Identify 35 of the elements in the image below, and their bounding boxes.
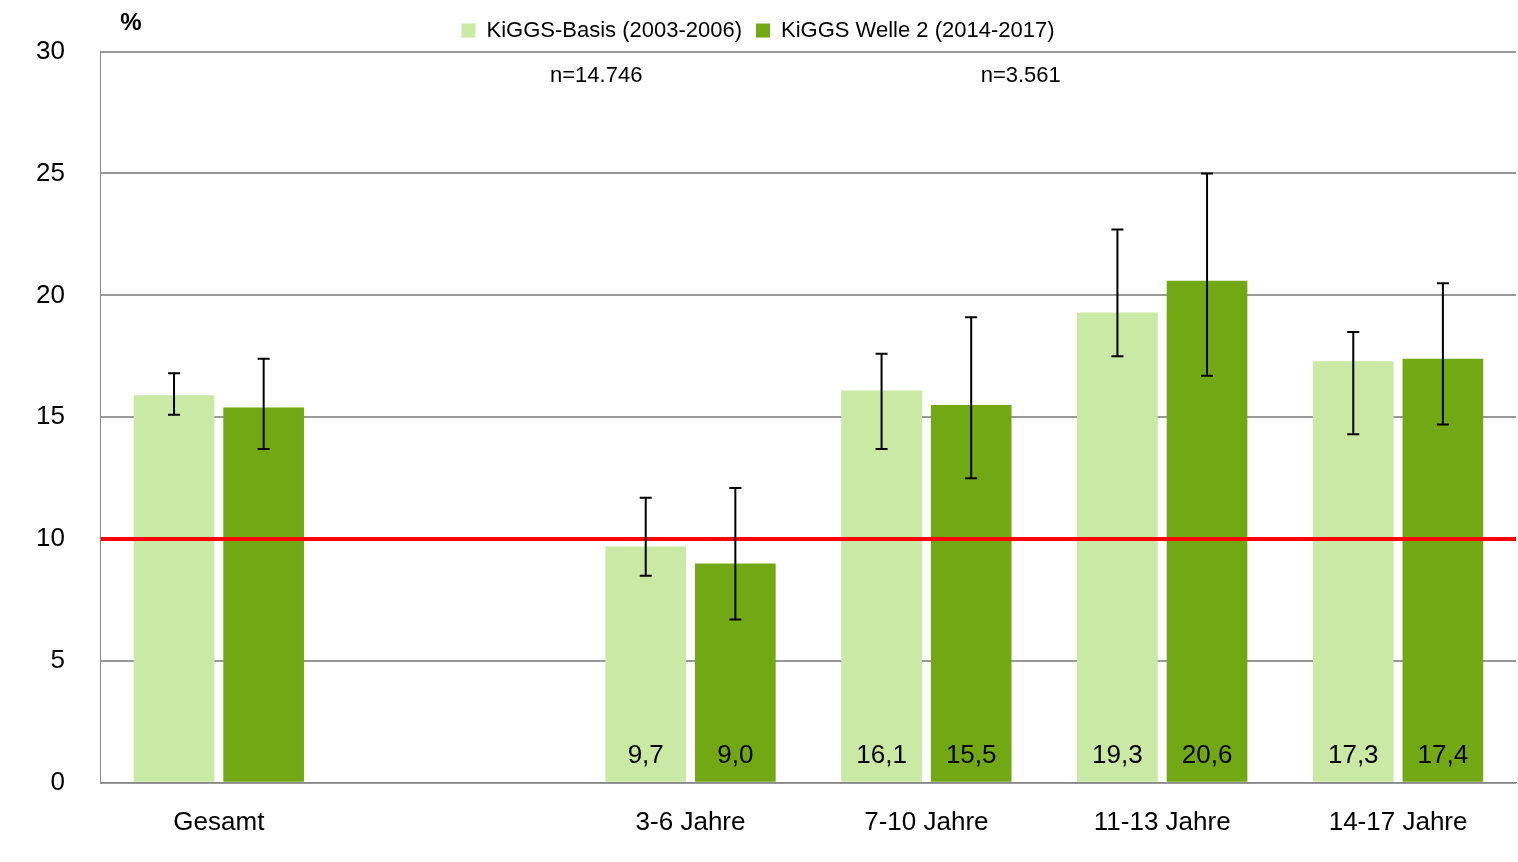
data-label: 20,6 (1181, 738, 1233, 769)
bar (133, 395, 215, 782)
data-label: 9,7 (627, 738, 664, 769)
legend-label: KiGGS-Basis (2003-2006) (486, 16, 743, 42)
bar (1077, 312, 1158, 782)
y-axis-title: % (120, 8, 142, 36)
bar (695, 563, 776, 782)
x-tick-label: 11-13 Jahre (1093, 805, 1231, 836)
bar (1166, 280, 1248, 782)
x-tick-label: 3-6 Jahre (635, 805, 746, 836)
x-tick-label: 14-17 Jahre (1328, 805, 1468, 836)
y-tick-label: 5 (50, 644, 65, 675)
annotation: n=3.561 (980, 61, 1061, 87)
x-tick-label: Gesamt (173, 805, 266, 836)
data-label: 15,5 (945, 738, 997, 769)
annotation: n=14.746 (550, 61, 643, 87)
data-label: 19,3 (1092, 738, 1143, 769)
x-tick-label: 7-10 Jahre (864, 805, 989, 836)
y-tick-label: 25 (36, 156, 65, 187)
y-tick-label: 30 (36, 34, 65, 65)
data-label: 16,1 (856, 738, 907, 769)
data-label: 9,0 (717, 738, 754, 769)
bar (1312, 361, 1394, 782)
bar (841, 390, 922, 782)
bar (605, 546, 687, 782)
y-tick-label: 20 (36, 278, 65, 309)
y-tick-label: 15 (36, 400, 65, 431)
data-label: 17,3 (1327, 738, 1379, 769)
bar (1402, 358, 1484, 782)
bar (930, 405, 1012, 782)
data-label: 17,4 (1417, 738, 1469, 769)
legend-label: KiGGS Welle 2 (2014-2017) (781, 16, 1055, 42)
y-tick-label: 0 (50, 765, 65, 796)
bar (223, 407, 304, 782)
y-tick-label: 10 (36, 522, 65, 553)
